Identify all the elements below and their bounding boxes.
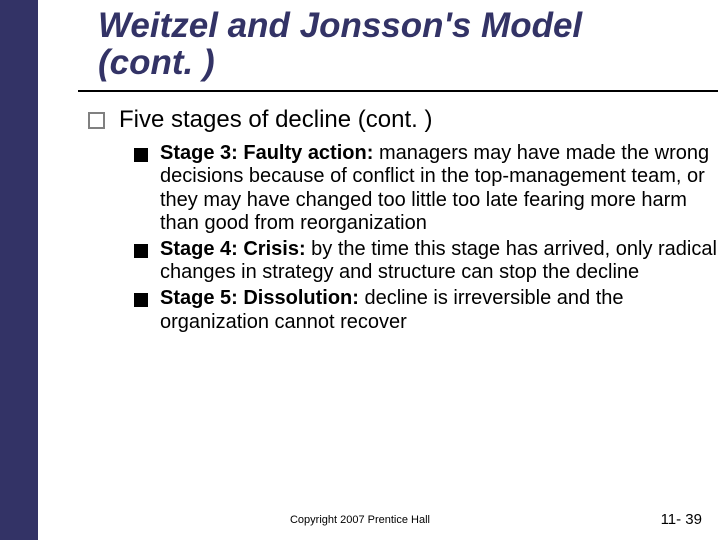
level2-item: Stage 5: Dissolution: decline is irrever… (134, 287, 720, 334)
item-lead: Stage 5: Dissolution: (160, 287, 364, 309)
level2-list: Stage 3: Faulty action: managers may hav… (134, 142, 720, 335)
square-bullet-solid-icon (134, 293, 148, 307)
slide-title: Weitzel and Jonsson's Model (cont. ) (98, 8, 720, 82)
level1-item: Five stages of decline (cont. ) (88, 106, 720, 134)
title-block: Weitzel and Jonsson's Model (cont. ) (38, 0, 720, 88)
title-divider (78, 90, 718, 92)
title-line-2: (cont. ) (98, 43, 215, 82)
slide-content: Weitzel and Jonsson's Model (cont. ) Fiv… (38, 0, 720, 540)
item-lead: Stage 4: Crisis: (160, 238, 311, 260)
item-lead: Stage 3: Faulty action: (160, 142, 379, 164)
level2-text: Stage 3: Faulty action: managers may hav… (160, 142, 720, 236)
title-line-1: Weitzel and Jonsson's Model (98, 6, 582, 45)
footer-page-number: 11- 39 (661, 511, 702, 528)
level2-item: Stage 3: Faulty action: managers may hav… (134, 142, 720, 236)
square-bullet-solid-icon (134, 244, 148, 258)
level1-text: Five stages of decline (cont. ) (119, 106, 432, 134)
level2-text: Stage 4: Crisis: by the time this stage … (160, 238, 720, 285)
level2-text: Stage 5: Dissolution: decline is irrever… (160, 287, 720, 334)
footer-copyright: Copyright 2007 Prentice Hall (0, 514, 720, 526)
square-bullet-solid-icon (134, 148, 148, 162)
square-bullet-outline-icon (88, 112, 105, 129)
sidebar-accent (0, 0, 38, 540)
level2-item: Stage 4: Crisis: by the time this stage … (134, 238, 720, 285)
